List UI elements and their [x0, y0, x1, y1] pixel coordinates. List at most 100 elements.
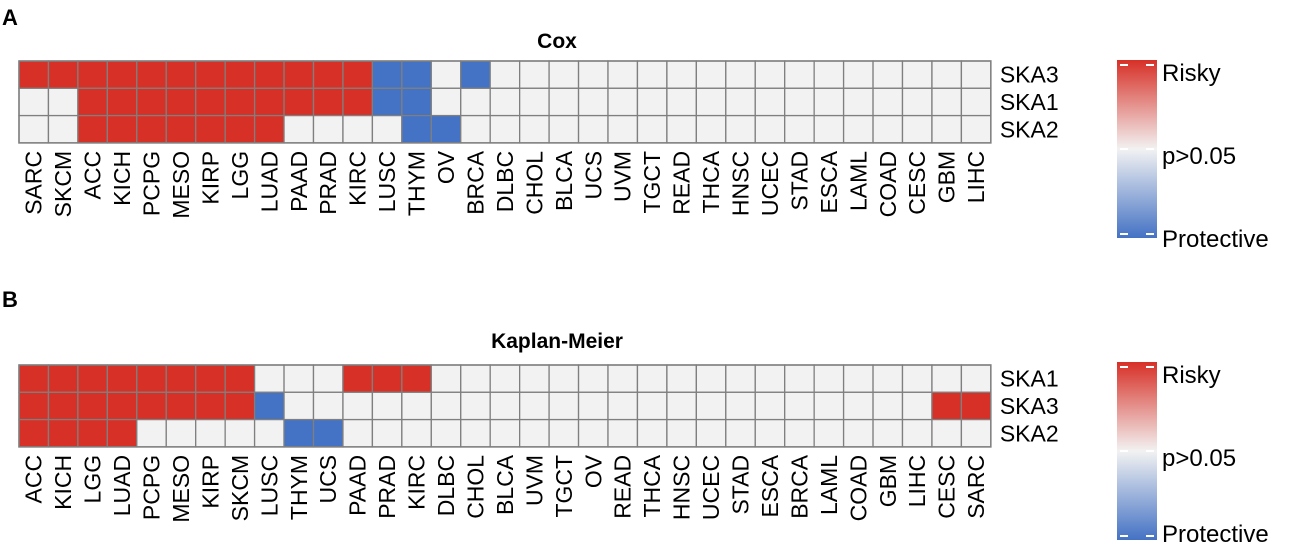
- panel-a-cell-ska1-stad: [784, 87, 815, 117]
- panel-b-cell-ska1-thym: [283, 364, 315, 393]
- panel-b-col-label-blca: BLCA: [492, 454, 518, 515]
- panel-a-title: Cox: [537, 30, 577, 53]
- panel-a-cell-ska3-lgg: [224, 60, 256, 89]
- panel-b-letter: B: [2, 287, 18, 312]
- panel-a-cell-ska2-luad: [253, 114, 285, 144]
- panel-a-col-label-brca: BRCA: [462, 150, 488, 215]
- panel-a-col-label-esca: ESCA: [816, 150, 842, 213]
- panel-b-cell-ska1-chol: [460, 364, 491, 393]
- panel-b-cell-ska3-thym: [283, 391, 315, 421]
- legend-a-label-top: Risky: [1162, 60, 1221, 87]
- panel-b-cell-ska2-sarc: [960, 418, 992, 448]
- panel-b-cell-ska3-chol: [460, 391, 491, 421]
- panel-b-cell-ska3-ucs: [312, 391, 344, 421]
- panel-b-cell-ska2-ov: [577, 418, 609, 448]
- panel-a-col-label-lihc: LIHC: [963, 151, 989, 203]
- panel-a-col-label-thca: THCA: [698, 150, 724, 213]
- panel-b-cell-ska1-coad: [842, 364, 874, 393]
- panel-a-letter: A: [2, 5, 18, 30]
- panel-b-cell-ska2-blca: [489, 418, 521, 448]
- panel-b-cell-ska3-kich: [47, 391, 79, 421]
- panel-b-cell-ska2-pcpg: [136, 418, 167, 448]
- panel-a-cell-ska1-esca: [813, 87, 845, 117]
- panel-a-cell-ska3-ov: [430, 60, 462, 89]
- legend-a: Risky p>0.05 Protective: [1117, 60, 1269, 253]
- panel-a-cell-ska2-acc: [77, 114, 109, 144]
- panel-b-row-label-ska1: SKA1: [1000, 366, 1059, 392]
- panel-a-cell-ska3-paad: [283, 60, 315, 89]
- panel-a-cell-ska2-dlbc: [489, 114, 521, 144]
- panel-b-col-label-lihc: LIHC: [904, 455, 930, 507]
- panel-b-cell-ska3-kirp: [195, 391, 226, 421]
- panel-b-cell-ska3-read: [607, 391, 639, 421]
- panel-b-col-label-coad: COAD: [845, 455, 871, 521]
- panel-b-cell-ska2-ucec: [695, 418, 727, 448]
- panel-b-col-label-uvm: UVM: [521, 455, 547, 506]
- panel-b-cell-ska1-acc: [18, 364, 50, 393]
- panel-b-col-label-lusc: LUSC: [256, 455, 282, 516]
- panel-a-col-label-lusc: LUSC: [374, 151, 400, 212]
- panel-b-cell-ska3-pcpg: [136, 391, 167, 421]
- panel-b-col-label-acc: ACC: [21, 455, 47, 504]
- panel-a-col-label-kirp: KIRP: [197, 151, 223, 205]
- panel-a-cell-ska2-ucs: [577, 114, 609, 144]
- panel-a-col-label-coad: COAD: [875, 151, 901, 217]
- panel-b-cell-ska3-ucec: [695, 391, 727, 421]
- legend-b-label-middle: p>0.05: [1162, 445, 1236, 472]
- panel-a-cell-ska2-laml: [842, 114, 874, 144]
- panel-a-cell-ska3-sarc: [18, 60, 50, 89]
- panel-a-cell-ska1-brca: [460, 87, 491, 117]
- panel-b-cell-ska3-gbm: [872, 391, 904, 421]
- panel-b-cell-ska1-laml: [813, 364, 845, 393]
- panel-b-cell-ska3-lihc: [901, 391, 933, 421]
- panel-b-cell-ska1-kirp: [195, 364, 226, 393]
- panel-a-cell-ska3-kirc: [342, 60, 374, 89]
- panel-a-cell-ska1-skcm: [47, 87, 79, 117]
- panel-b-col-label-stad: STAD: [728, 455, 754, 515]
- panel-a-cell-ska3-cesc: [901, 60, 933, 89]
- panel-a-col-label-sarc: SARC: [21, 151, 47, 215]
- panel-a-cell-ska1-laml: [842, 87, 874, 117]
- panel-b-cell-ska3-lusc: [253, 391, 285, 421]
- panel-b-cell-ska2-hnsc: [666, 418, 698, 448]
- panel-a-col-label-paad: PAAD: [286, 151, 312, 212]
- panel-a-col-label-skcm: SKCM: [50, 151, 76, 217]
- panel-b-cell-ska1-ov: [577, 364, 609, 393]
- panel-a-cell-ska1-dlbc: [489, 87, 521, 117]
- panel-a-col-label-chol: CHOL: [521, 151, 547, 215]
- panel-b-col-label-laml: LAML: [816, 455, 842, 515]
- panel-b-cell-ska2-kich: [47, 418, 79, 448]
- legend-b: Risky p>0.05 Protective: [1117, 362, 1269, 548]
- panel-b-col-label-ucs: UCS: [315, 455, 341, 504]
- panel-a-col-label-dlbc: DLBC: [492, 151, 518, 212]
- panel-b-cell-ska1-gbm: [872, 364, 904, 393]
- panel-a-col-label-cesc: CESC: [904, 151, 930, 215]
- panel-a-cell-ska2-paad: [283, 114, 315, 144]
- panel-b-col-label-prad: PRAD: [374, 455, 400, 519]
- panel-a-col-label-gbm: GBM: [934, 151, 960, 203]
- panel-a-cell-ska1-read: [666, 87, 698, 117]
- panel-b-cell-ska1-read: [607, 364, 639, 393]
- panel-b-cell-ska3-brca: [784, 391, 815, 421]
- panel-b-col-label-pcpg: PCPG: [139, 455, 165, 520]
- panel-b-cell-ska1-skcm: [224, 364, 256, 393]
- panel-b-cell-ska2-dlbc: [430, 418, 462, 448]
- panel-a-cell-ska1-pcpg: [136, 87, 167, 117]
- panel-a-cell-ska3-skcm: [47, 60, 79, 89]
- panel-b-cell-ska1-paad: [342, 364, 374, 393]
- panel-a-cell-ska3-kirp: [195, 60, 226, 89]
- panel-a-cell-ska1-kich: [106, 87, 138, 117]
- panel-b-cell-ska1-ucs: [312, 364, 344, 393]
- panel-a-cell-ska2-read: [666, 114, 698, 144]
- panel-b-cell-ska3-coad: [842, 391, 874, 421]
- panel-b-col-label-tgct: TGCT: [551, 455, 577, 518]
- panel-b-col-label-gbm: GBM: [875, 455, 901, 507]
- panel-b-cell-ska1-thca: [636, 364, 668, 393]
- panel-a-cell-ska1-cesc: [901, 87, 933, 117]
- panel-b-cell-ska3-sarc: [960, 391, 992, 421]
- panel-a-row-label-ska1: SKA1: [1000, 89, 1059, 115]
- panel-a-cell-ska1-coad: [872, 87, 904, 117]
- legend-a-label-bottom: Protective: [1162, 226, 1269, 253]
